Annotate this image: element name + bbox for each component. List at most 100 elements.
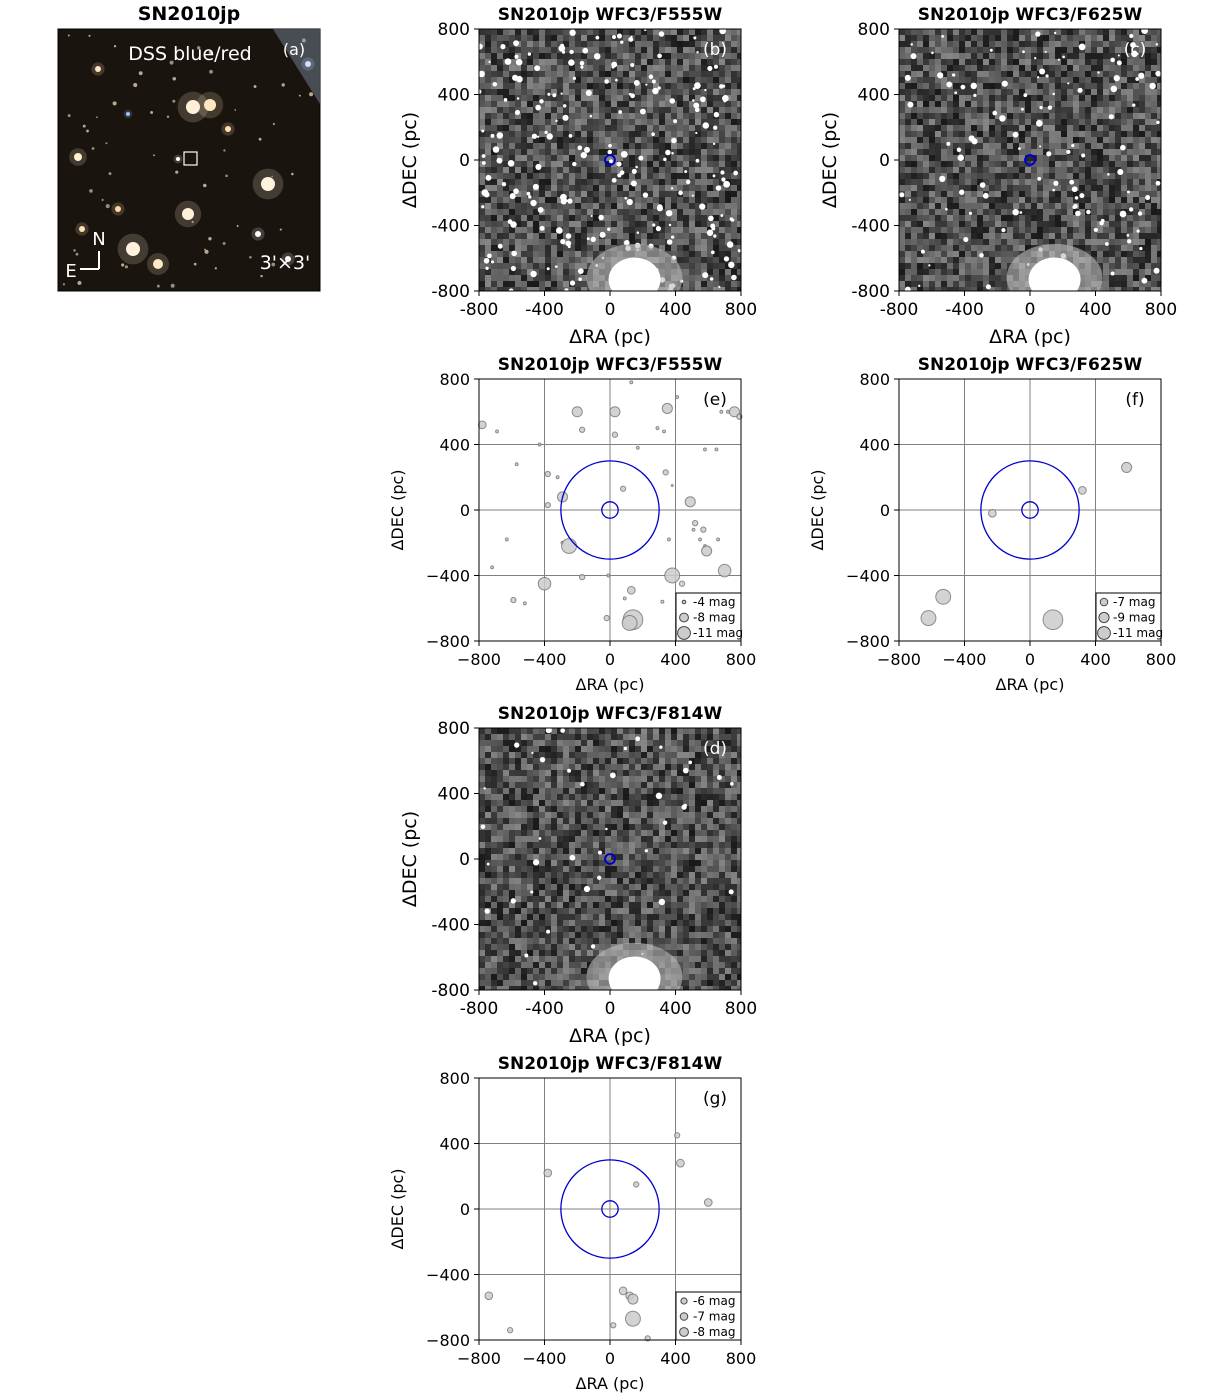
noise-pixel [527,41,533,47]
noise-pixel [491,776,497,782]
noise-pixel [1031,29,1037,35]
noise-pixel [659,47,665,53]
bright-source [532,183,539,190]
noise-pixel [527,800,533,806]
noise-pixel [917,221,923,227]
noise-pixel [1127,107,1133,113]
noise-pixel [995,245,1001,251]
noise-pixel [1157,113,1161,119]
noise-pixel [1127,137,1133,143]
noise-pixel [581,794,587,800]
noise-pixel [509,794,515,800]
noise-pixel [1055,149,1061,155]
noise-pixel [503,221,509,227]
noise-pixel [989,95,995,101]
noise-pixel [911,47,917,53]
noise-pixel [971,59,977,65]
noise-pixel [713,752,719,758]
noise-pixel [1109,107,1115,113]
noise-pixel [899,197,905,203]
noise-pixel [545,800,551,806]
noise-pixel [1031,35,1037,41]
noise-pixel [479,35,485,41]
noise-pixel [623,143,629,149]
x-tick-label: 0 [605,300,616,320]
noise-pixel [905,209,911,215]
bright-source [500,44,506,50]
noise-pixel [1121,281,1127,287]
noise-pixel [545,806,551,812]
noise-pixel [1001,281,1007,287]
noise-pixel [581,215,587,221]
bright-source [700,96,706,103]
noise-pixel [911,179,917,185]
noise-pixel [1097,53,1103,59]
noise-pixel [1067,215,1073,221]
noise-pixel [617,794,623,800]
noise-pixel [1019,245,1025,251]
noise-pixel [1151,239,1157,245]
noise-pixel [479,131,485,137]
noise-pixel [923,203,929,209]
noise-pixel [659,239,665,245]
noise-pixel [731,59,737,65]
bright-source [619,170,625,175]
noise-pixel [647,59,653,65]
noise-pixel [707,251,713,257]
noise-pixel [509,125,515,131]
noise-pixel [569,215,575,221]
noise-pixel [1151,53,1157,59]
noise-pixel [581,281,587,287]
noise-pixel [1139,191,1145,197]
noise-pixel [545,65,551,71]
bright-source [501,182,507,187]
noise-pixel [947,47,953,53]
bright-source [696,51,699,54]
noise-pixel [653,77,659,83]
noise-pixel [1079,161,1085,167]
noise-pixel [1097,155,1103,161]
noise-pixel [989,185,995,191]
noise-pixel [605,95,611,101]
noise-pixel [1133,281,1139,287]
noise-pixel [707,53,713,59]
noise-pixel [1091,161,1097,167]
noise-pixel [1043,47,1049,53]
noise-pixel [713,776,719,782]
noise-pixel [947,125,953,131]
noise-pixel [533,227,539,233]
noise-pixel [527,734,533,740]
noise-pixel [581,173,587,179]
noise-pixel [737,179,741,185]
noise-pixel [629,740,635,746]
noise-pixel [719,71,725,77]
noise-pixel [941,41,947,47]
noise-pixel [989,203,995,209]
bright-source [1136,229,1140,233]
noise-pixel [1031,143,1037,149]
noise-pixel [923,263,929,269]
bright-source [946,81,953,88]
noise-pixel [485,53,491,59]
noise-pixel [515,233,521,239]
noise-pixel [1145,185,1151,191]
noise-pixel [605,59,611,65]
noise-pixel [503,77,509,83]
noise-pixel [1115,125,1121,131]
noise-pixel [641,197,647,203]
noise-pixel [1025,227,1031,233]
noise-pixel [1043,107,1049,113]
noise-pixel [1049,239,1055,245]
noise-pixel [899,179,905,185]
noise-pixel [647,35,653,41]
noise-pixel [599,125,605,131]
noise-pixel [1013,41,1019,47]
bright-source [907,101,914,108]
noise-pixel [659,155,665,161]
noise-pixel [635,203,641,209]
noise-pixel [563,83,569,89]
noise-pixel [983,275,989,281]
noise-pixel [551,107,557,113]
noise-pixel [1067,131,1073,137]
noise-pixel [995,65,1001,71]
